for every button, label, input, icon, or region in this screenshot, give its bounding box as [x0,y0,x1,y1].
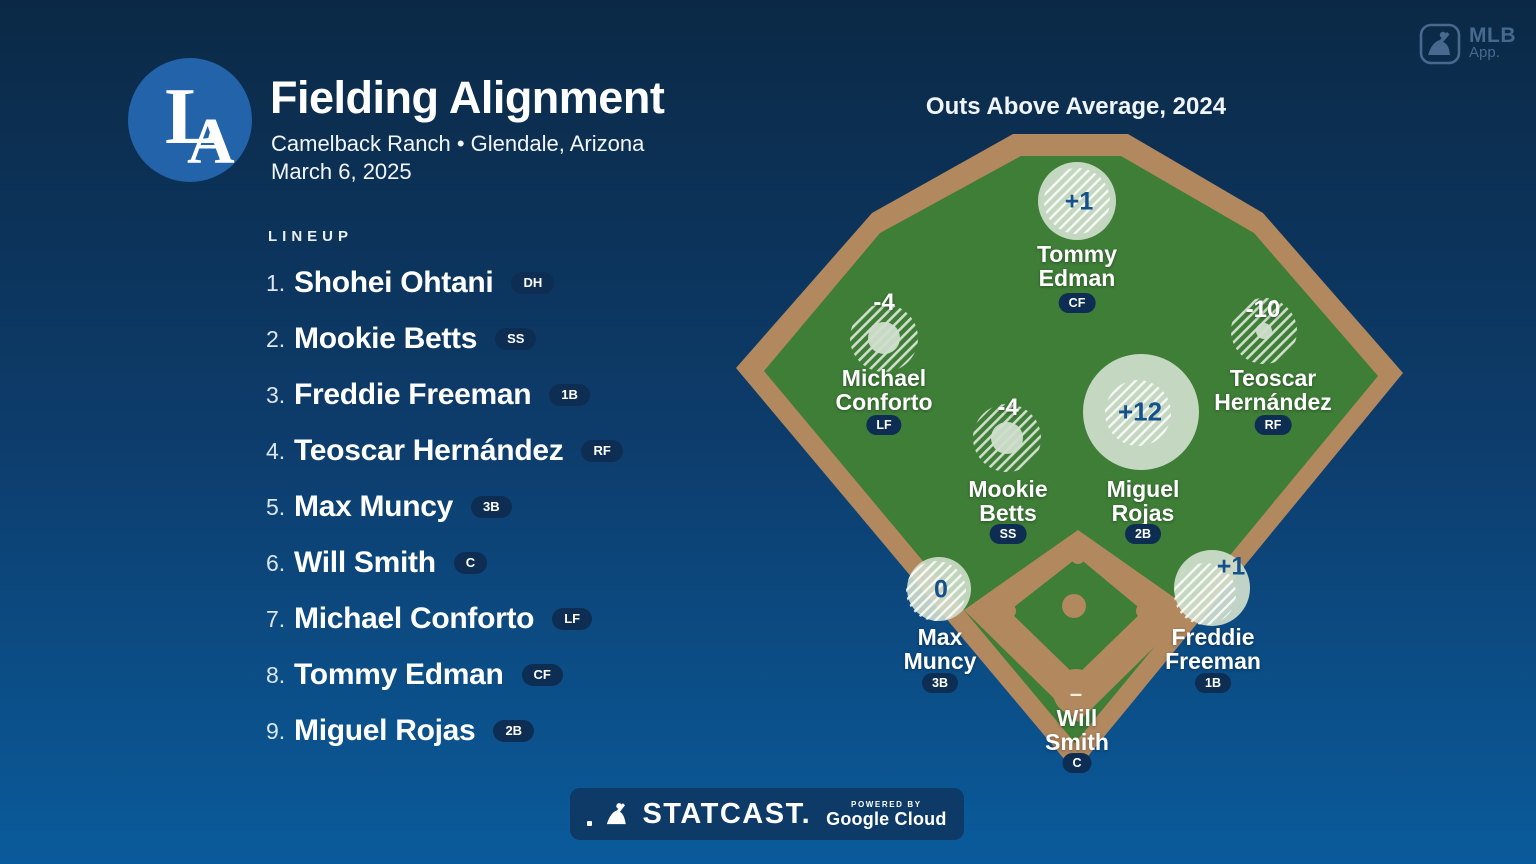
2b-player-name: Miguel Rojas [1106,476,1180,526]
c-position-badge: C [1062,753,1092,773]
rf-player-name: Teoscar Hernández [1214,365,1332,415]
1b-oaa-value: +1 [1216,552,1246,581]
lineup-row-1: 1. Shohei Ohtani DH [266,255,623,311]
3b-oaa-circle [906,557,971,621]
logo-letter-a: A [187,105,235,178]
statcast-footer-bar: STATCAST. POWERED BY Google Cloud [570,788,964,840]
cf-oaa-circle [1038,162,1116,240]
cf-oaa-value: +1 [1064,187,1094,216]
1b-oaa-circle [1174,550,1250,626]
lineup-player-name: Miguel Rojas [294,714,476,747]
field-grass [764,156,1378,743]
1b-player-name: Freddie Freeman [1165,624,1261,674]
ss-player-name: Mookie Betts [968,476,1048,526]
lineup-row-4: 4. Teoscar Hernández RF [266,423,623,479]
lineup-row-6: 6. Will Smith C [266,535,623,591]
mlb-app-sublabel: App. [1469,44,1500,61]
2b-oaa-circle [1083,354,1199,470]
statcast-wordmark: STATCAST. [642,797,812,830]
lf-oaa-value: -4 [873,289,895,316]
chart-title: Outs Above Average, 2024 [925,93,1227,120]
lineup-position-badge: CF [521,664,563,686]
lineup-number: 5. [266,493,286,520]
lineup-player-name: Freddie Freeman [294,378,532,411]
lf-position-badge: LF [866,415,902,435]
rf-position-badge: RF [1254,415,1292,435]
ss-oaa-circle [973,404,1041,472]
rf-oaa-value: -10 [1245,296,1281,323]
2b-position-badge: 2B [1125,524,1161,544]
cf-player-name: Tommy Edman [1036,241,1118,291]
statcast-batter-icon [607,803,627,825]
lineup-player-name: Shohei Ohtani [294,266,494,299]
3b-player-name: Max Muncy [903,624,977,674]
first-base [1136,604,1150,618]
lineup-player-name: Mookie Betts [294,322,478,355]
lineup-number: 9. [266,717,286,744]
mlb-app-icon [1419,23,1461,65]
lineup-position-badge: RF [581,440,623,462]
3b-position-badge: 3B [922,673,958,693]
lineup-number: 4. [266,437,286,464]
dodgers-la-logo: L A [128,58,252,182]
c-player-name: Will Smith [1045,705,1109,755]
lineup-number: 2. [266,325,286,352]
lineup-number: 7. [266,605,286,632]
lineup-row-9: 9. Miguel Rojas 2B [266,703,623,759]
lineup-list: 1. Shohei Ohtani DH 2. Mookie Betts SS 3… [266,255,623,759]
lineup-position-badge: SS [495,328,537,350]
page-title: Fielding Alignment [270,72,665,123]
lineup-position-badge: LF [552,608,593,630]
lineup-position-badge: DH [511,272,555,294]
2b-oaa-value: +12 [1117,396,1163,427]
lineup-row-3: 3. Freddie Freeman 1B [266,367,623,423]
lineup-player-name: Michael Conforto [294,602,535,635]
lineup-row-5: 5. Max Muncy 3B [266,479,623,535]
pitcher-mound [1062,594,1086,618]
lineup-heading: LINEUP [268,228,354,245]
lineup-player-name: Teoscar Hernández [294,434,564,467]
third-base [1002,604,1016,618]
lineup-player-name: Tommy Edman [294,658,504,691]
cf-position-badge: CF [1058,293,1096,313]
lineup-number: 8. [266,661,286,688]
lineup-position-badge: 1B [549,384,590,406]
venue-text: Camelback Ranch • Glendale, Arizona [271,131,645,156]
home-plate-circle [1053,669,1099,715]
date-text: March 6, 2025 [271,159,412,184]
lf-oaa-circle [850,304,918,372]
lineup-position-badge: 2B [493,720,535,742]
mlb-app-badge: MLB App. [1418,22,1516,66]
ss-position-badge: SS [989,524,1027,544]
lineup-player-name: Will Smith [294,546,436,579]
lineup-row-8: 8. Tommy Edman CF [266,647,623,703]
3b-oaa-value: 0 [934,575,948,604]
lf-player-name: Michael Conforto [835,365,933,415]
lineup-number: 3. [266,381,286,408]
rf-oaa-circle [1231,298,1297,364]
mlb-app-label: MLB [1469,24,1516,47]
logo-letter-l: L [165,73,218,161]
ss-oaa-value: -4 [997,394,1019,421]
lineup-number: 1. [266,269,286,296]
lineup-position-badge: 3B [471,496,512,518]
lineup-row-7: 7. Michael Conforto LF [266,591,623,647]
lineup-row-2: 2. Mookie Betts SS [266,311,623,367]
statcast-dot-icon [587,820,593,826]
powered-by-google-cloud: POWERED BY Google Cloud [826,800,947,829]
lineup-position-badge: C [453,552,488,574]
lineup-player-name: Max Muncy [294,490,454,523]
c-oaa-value: – [1069,681,1083,706]
second-base [1071,550,1085,564]
1b-position-badge: 1B [1195,673,1231,693]
lineup-number: 6. [266,549,286,576]
